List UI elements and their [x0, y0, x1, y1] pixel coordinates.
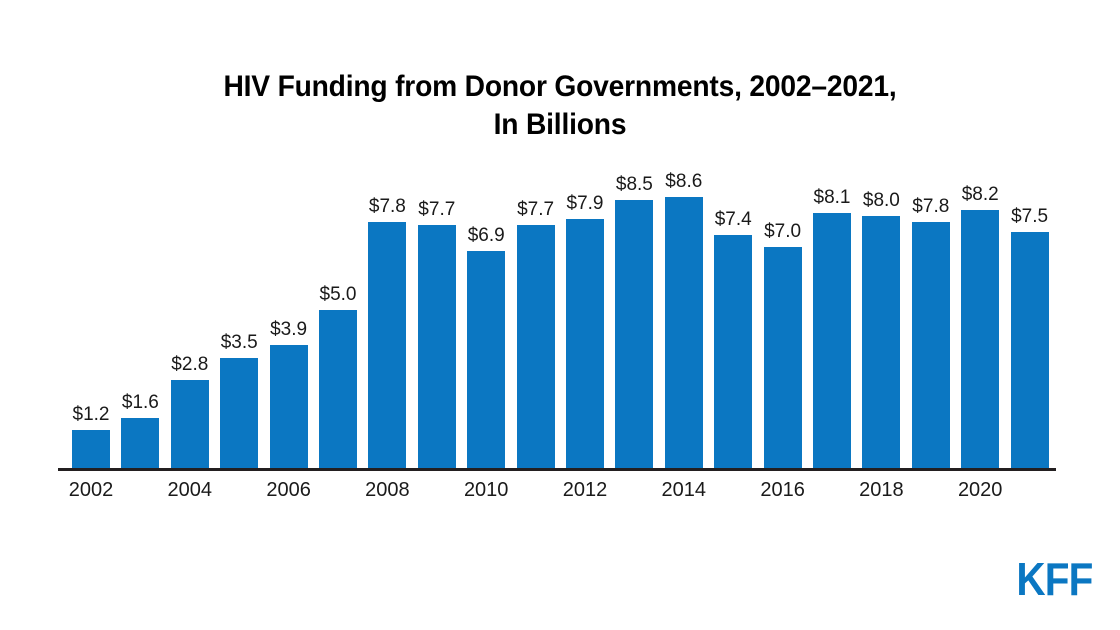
bar-value-label: $3.5 [220, 331, 258, 353]
bars-layer: $1.2 $1.6 $2.8 $3.5 $3.9 $5.0 $7.8 $7.7 $6.9 $7.7… [58, 150, 1056, 468]
bar-value-label: $8.6 [665, 171, 703, 192]
bar[interactable] [170, 379, 209, 468]
bar[interactable] [368, 222, 407, 468]
bar-group[interactable]: $5.0 [319, 150, 357, 468]
bar-group[interactable]: $2.8 [170, 150, 209, 468]
bar-value-label: $5.0 [319, 284, 357, 306]
bar-group[interactable]: $7.5 [1010, 150, 1049, 468]
bar-group[interactable]: $8.5 [615, 150, 654, 468]
bar-group[interactable]: $7.0 [763, 150, 802, 468]
bar[interactable] [714, 234, 753, 468]
x-axis-tick-labels: 2002 2004 2006 2008 2010 2012 2014 2016 2018 2020 [58, 478, 1056, 508]
bar-value-label: $8.0 [862, 189, 900, 211]
bar-group[interactable]: $8.1 [813, 150, 851, 468]
plot-area: $1.2 $1.6 $2.8 $3.5 $3.9 $5.0 $7.8 $7.7 $6.9 $7.7… [58, 150, 1056, 470]
bar[interactable] [72, 430, 110, 468]
bar-group[interactable]: $7.4 [714, 150, 753, 468]
bar-value-label: $7.4 [714, 208, 752, 230]
x-axis-tick-label: 2014 [661, 479, 707, 501]
bar-value-label: $7.9 [566, 193, 604, 215]
bar-value-label: $6.9 [467, 224, 505, 246]
bar-group[interactable]: $1.2 [72, 150, 110, 468]
bar-group[interactable]: $8.2 [961, 150, 1000, 468]
bar-value-label: $8.2 [961, 183, 999, 205]
bar-value-label: $7.8 [368, 196, 406, 218]
bar[interactable] [862, 215, 901, 468]
x-axis-tick-label: 2018 [859, 479, 904, 501]
kff-logo: KFF [1015, 553, 1093, 605]
bar-value-label: $8.1 [813, 186, 851, 208]
x-axis-tick-label: 2002 [68, 479, 114, 501]
bar-group[interactable]: $8.0 [862, 150, 901, 468]
bar-value-label: $2.8 [171, 353, 209, 375]
x-axis-tick-label: 2008 [365, 479, 410, 501]
bar[interactable] [417, 225, 456, 468]
bar-value-label: $1.6 [121, 391, 159, 413]
bar-value-label: $7.8 [912, 196, 950, 218]
bar-group[interactable]: $7.7 [417, 150, 456, 468]
bar-group[interactable]: $7.7 [516, 150, 555, 468]
bar-group[interactable]: $3.9 [269, 150, 308, 468]
bar-value-label: $7.7 [517, 199, 555, 221]
bar[interactable] [566, 219, 604, 468]
x-axis-line [58, 468, 1056, 471]
bar-group[interactable]: $1.6 [121, 150, 160, 468]
bar[interactable] [516, 225, 555, 468]
bar[interactable] [319, 310, 357, 468]
x-axis-tick-label: 2006 [266, 479, 311, 501]
bar-value-label: $8.5 [615, 174, 653, 196]
bar-group[interactable]: $8.6 [664, 150, 703, 468]
x-axis-tick-label: 2004 [167, 479, 213, 501]
bar[interactable] [1010, 231, 1049, 468]
bar[interactable] [467, 250, 506, 468]
bar-group[interactable]: $7.8 [911, 150, 950, 468]
bar[interactable] [961, 209, 1000, 468]
bar-group[interactable]: $7.8 [368, 150, 407, 468]
x-axis-tick-label: 2012 [562, 479, 608, 501]
bar[interactable] [763, 247, 802, 468]
bar[interactable] [664, 197, 703, 468]
bar-group[interactable]: $7.9 [566, 150, 604, 468]
bar[interactable] [615, 200, 654, 468]
bar[interactable] [269, 345, 308, 468]
bar-group[interactable]: $3.5 [220, 150, 259, 468]
chart-title: HIV Funding from Donor Governments, 2002… [223, 70, 897, 141]
bar-value-label: $7.5 [1011, 205, 1049, 227]
bar[interactable] [911, 222, 950, 468]
bar-value-label: $7.7 [418, 199, 456, 221]
bar-value-label: $3.9 [270, 319, 308, 341]
x-axis-tick-label: 2016 [760, 479, 805, 501]
x-axis-tick-label: 2020 [957, 479, 1003, 501]
bar[interactable] [220, 357, 259, 468]
bar-value-label: $7.0 [764, 221, 802, 243]
bar-group[interactable]: $6.9 [467, 150, 506, 468]
bar-value-label: $1.2 [72, 404, 110, 426]
bar[interactable] [121, 417, 160, 468]
bar[interactable] [813, 212, 851, 468]
x-axis-tick-label: 2010 [463, 479, 509, 501]
